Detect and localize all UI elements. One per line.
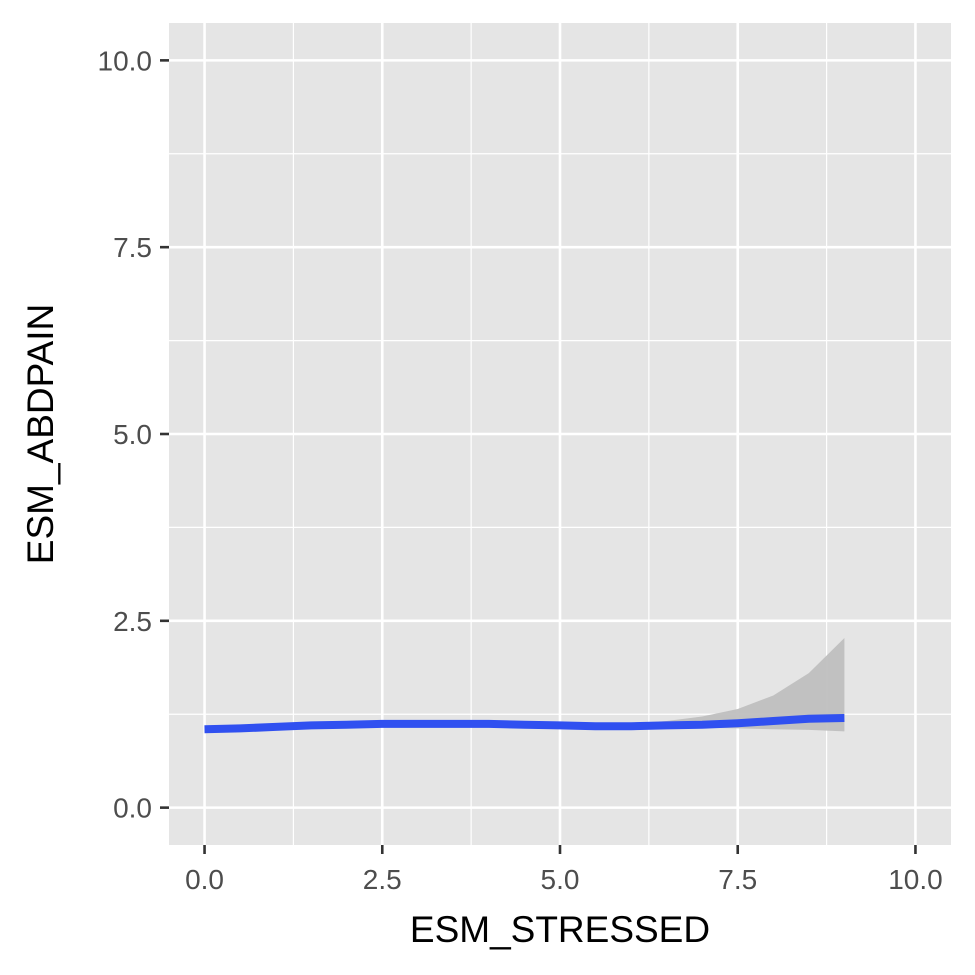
x-tick-label: 5.0	[541, 864, 580, 895]
y-tick-label: 7.5	[113, 232, 152, 263]
x-tick-label: 10.0	[888, 864, 943, 895]
grid-major	[169, 23, 951, 845]
y-tick-label: 5.0	[113, 419, 152, 450]
y-tick-label: 10.0	[98, 45, 153, 76]
x-axis-title: ESM_STRESSED	[410, 909, 710, 950]
smooth-line-layer	[204, 714, 845, 734]
y-axis: 0.0 2.5 5.0 7.5 10.0	[98, 45, 169, 824]
x-tick-label: 0.0	[185, 864, 224, 895]
x-tick-label: 2.5	[363, 864, 402, 895]
y-tick-label: 0.0	[113, 793, 152, 824]
y-tick-label: 2.5	[113, 606, 152, 637]
x-tick-label: 7.5	[718, 864, 757, 895]
y-axis-title: ESM_ABDPAIN	[20, 304, 61, 564]
smooth-line	[204, 714, 845, 734]
x-axis: 0.0 2.5 5.0 7.5 10.0	[185, 845, 943, 895]
